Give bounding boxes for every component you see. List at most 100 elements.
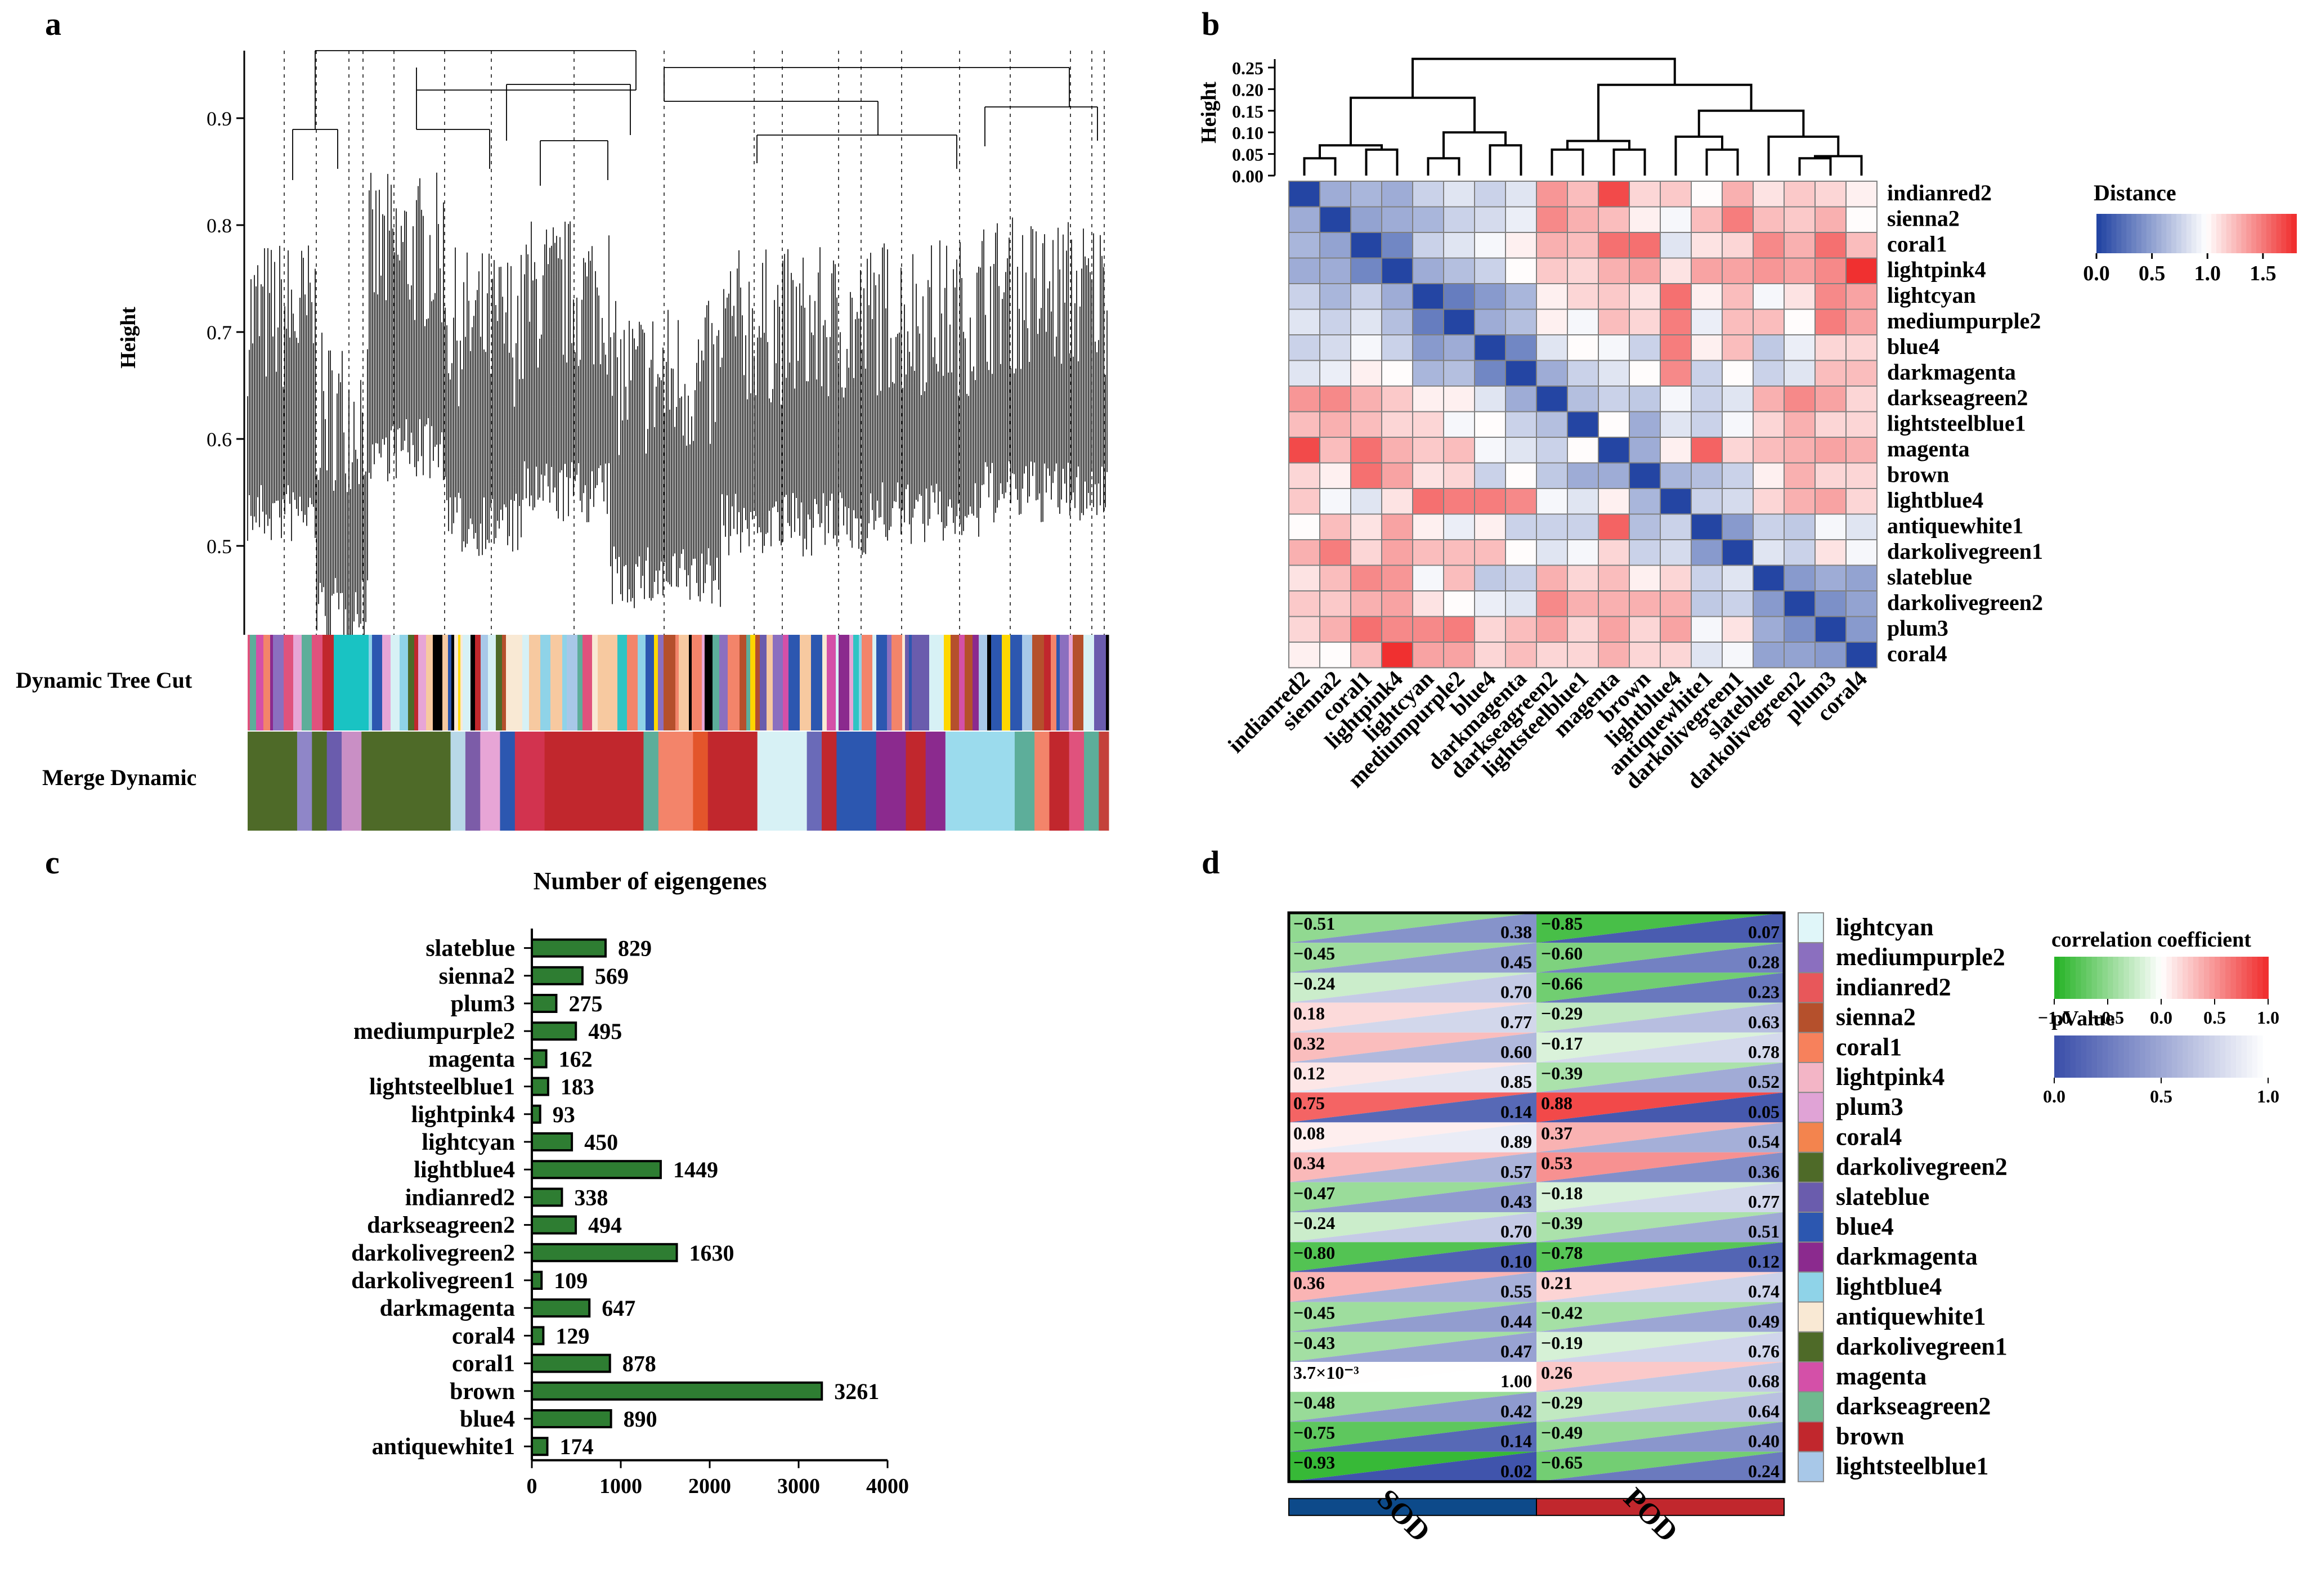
tree-cut-stripe (463, 635, 471, 730)
category-label: indianred2 (405, 1185, 515, 1211)
bar (531, 938, 607, 958)
distance-cell (1474, 334, 1506, 361)
merge-block (1084, 732, 1099, 831)
corr-gradient-step (2220, 957, 2226, 999)
correlation-value: −0.17 (1541, 1033, 1583, 1053)
distance-cell (1753, 283, 1785, 310)
pvalue-triangle (1289, 1272, 1536, 1302)
distance-cell (1505, 513, 1537, 540)
distance-cell (1381, 411, 1413, 438)
distance-cell (1845, 181, 1878, 208)
tree-cut-stripe (1073, 635, 1084, 730)
tree-cut-stripe (713, 635, 720, 730)
distance-cell (1412, 232, 1444, 259)
distance-cell (1505, 181, 1537, 208)
tree-cut-stripe (760, 635, 767, 730)
corr-gradient-step (2076, 957, 2082, 999)
tree-cut-stripe (334, 635, 339, 730)
module-color-swatch (1798, 1421, 1824, 1452)
pvalue-value: 0.40 (1748, 1431, 1780, 1451)
tree-cut-stripe (646, 635, 655, 730)
bar (531, 1409, 612, 1428)
distance-cell (1660, 334, 1692, 361)
distance-cell (1784, 385, 1816, 413)
distance-cell (1814, 616, 1847, 643)
tree-cut-stripe (502, 635, 507, 730)
pvalue-value: 0.77 (1500, 1012, 1532, 1032)
distance-cell (1722, 513, 1754, 540)
tree-cut-stripe (872, 635, 877, 730)
tree-cut-stripe (451, 635, 455, 730)
pvalue-gradient-step (2091, 1035, 2098, 1078)
distance-cell (1691, 590, 1723, 617)
bar (531, 1437, 549, 1456)
distance-cell (1629, 564, 1661, 591)
distance-cell (1381, 462, 1413, 489)
distance-cell (1629, 590, 1661, 617)
tree-cut-stripe (338, 635, 343, 730)
pvalue-value: 0.36 (1748, 1162, 1780, 1182)
distance-cell (1536, 257, 1568, 284)
distance-cell (1319, 513, 1351, 540)
merge-block (342, 732, 362, 831)
merge-block (1034, 732, 1050, 831)
merge-block (465, 732, 481, 831)
distance-cell (1845, 488, 1878, 515)
distance-cell (1784, 257, 1816, 284)
merge-block (757, 732, 808, 831)
correlation-value: 0.88 (1541, 1093, 1572, 1113)
tree-cut-stripe (675, 635, 679, 730)
distance-cell (1412, 642, 1444, 669)
y-tick-label: 0.6 (207, 428, 232, 451)
pvalue-gradient-step (2241, 1035, 2247, 1078)
bar (531, 1243, 678, 1262)
bar (531, 1298, 591, 1318)
distance-cell (1350, 539, 1382, 566)
row-label: lightsteelblue1 (1887, 411, 2026, 436)
distance-cell (1660, 181, 1692, 208)
distance-cell (1629, 232, 1661, 259)
tree-cut-stripe (836, 635, 839, 730)
row-label: coral4 (1887, 641, 1947, 666)
distance-cell (1753, 257, 1785, 284)
bar (531, 1049, 548, 1069)
distance-cell (1814, 283, 1847, 310)
distance-cell (1319, 462, 1351, 489)
distance-cell (1412, 334, 1444, 361)
distance-cell (1753, 513, 1785, 540)
distance-cell (1505, 232, 1537, 259)
bar-value-label: 109 (554, 1268, 588, 1293)
distance-cell (1288, 385, 1320, 413)
module-color-swatch (1798, 1241, 1824, 1273)
distance-cell (1753, 488, 1785, 515)
tree-cut-stripe (929, 635, 938, 730)
tree-cut-stripe (811, 635, 823, 730)
category-label: lightblue4 (414, 1157, 515, 1183)
distance-cell (1753, 564, 1785, 591)
pvalue-value: 0.38 (1500, 922, 1532, 942)
distance-gradient-step (2116, 214, 2122, 253)
column-color-bar (1288, 1498, 1537, 1516)
tree-cut-stripe (689, 635, 692, 730)
pvalue-triangle (1289, 1182, 1536, 1212)
distance-cell (1288, 360, 1320, 387)
distance-cell (1567, 462, 1599, 489)
distance-cell (1443, 232, 1475, 259)
distance-gradient-step (2191, 214, 2197, 253)
pvalue-gradient-step (2059, 1035, 2065, 1078)
distance-cell (1412, 462, 1444, 489)
distance-cell (1567, 283, 1599, 310)
distance-cell (1288, 513, 1320, 540)
bar-value-label: 890 (624, 1406, 657, 1432)
y-tick-label: 0.7 (207, 321, 232, 344)
tree-cut-stripe (343, 635, 354, 730)
tree-cut-stripe (284, 635, 294, 730)
pvalue-value: 0.68 (1748, 1371, 1780, 1391)
pvalue-triangle (1289, 1242, 1536, 1272)
distance-gradient-step (2201, 214, 2207, 253)
distance-cell (1381, 334, 1413, 361)
distance-cell (1443, 308, 1475, 335)
distance-gradient-step (2111, 214, 2117, 253)
module-color-swatch (1798, 972, 1824, 1003)
distance-cell (1784, 360, 1816, 387)
